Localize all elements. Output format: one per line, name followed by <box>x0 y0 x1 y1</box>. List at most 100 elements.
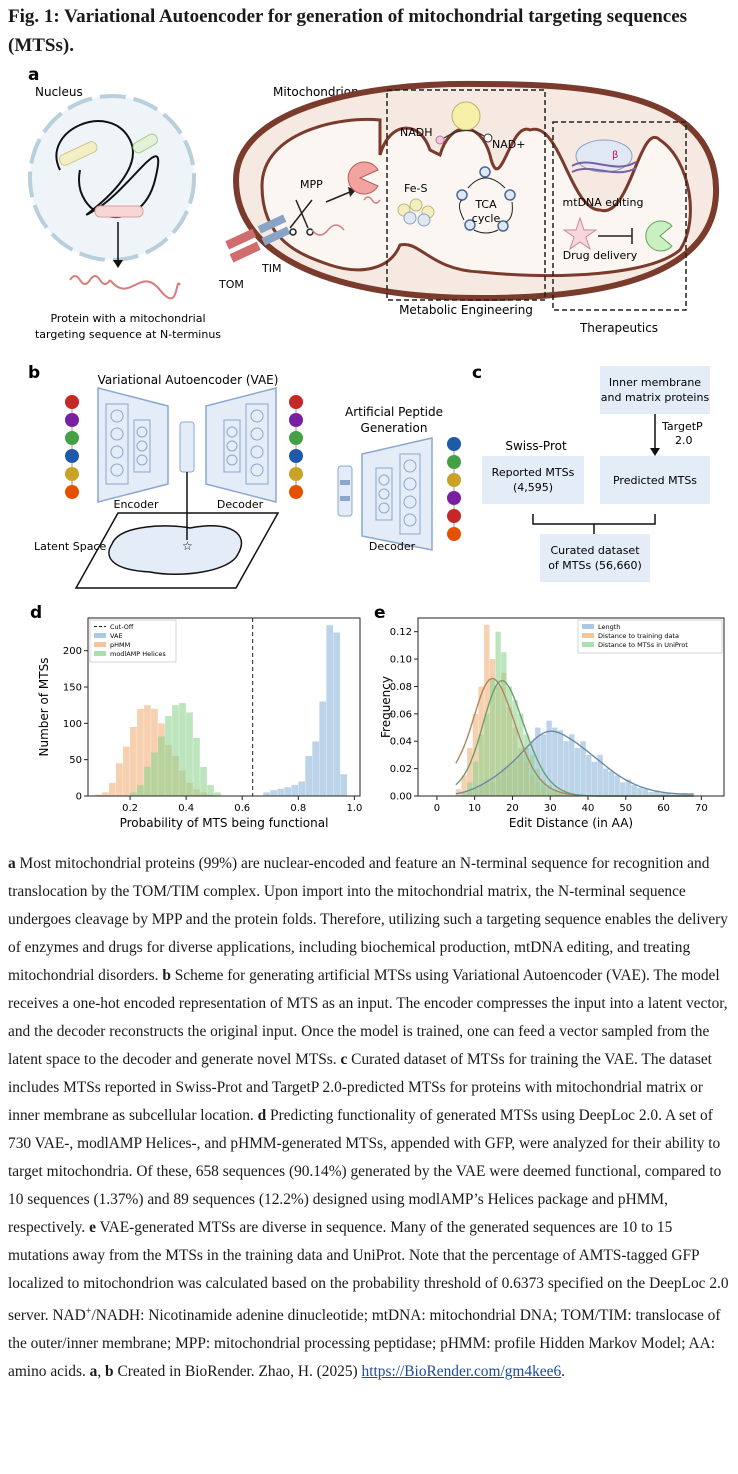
caption-b-label: b <box>162 967 171 984</box>
curated-dataset-box <box>540 534 650 582</box>
legend-label-0: Length <box>598 623 620 631</box>
caption-ab-separator: , <box>97 1363 106 1381</box>
bar-distance-to-mtss-in-uniprot-11 <box>518 713 524 796</box>
bar-length-23 <box>586 754 592 796</box>
legend-label-0: Cut-Off <box>110 623 134 631</box>
caption-c-text: Curated dataset of MTSs for training the… <box>8 1051 712 1124</box>
bar-distance-to-mtss-in-uniprot-10 <box>512 700 518 796</box>
panel-b-vae-diagram: b Variational Autoencoder (VAE) Encoder … <box>28 363 461 589</box>
y-tick-label-3: 0.06 <box>390 709 412 720</box>
bar-distance-to-mtss-in-uniprot-14 <box>535 768 541 796</box>
bar-distance-to-mtss-in-uniprot-7 <box>495 631 501 796</box>
panel-d-label: d <box>30 603 42 623</box>
y-tick-label-6: 0.12 <box>390 627 412 638</box>
legend-label-2: pHMM <box>110 641 130 649</box>
bar-distance-to-mtss-in-uniprot-3 <box>472 761 479 796</box>
bar-distance-to-training-data-1 <box>461 775 467 796</box>
bar-length-28 <box>614 775 620 796</box>
bar-modlamp-helices-6 <box>130 792 137 796</box>
panel-c-label: c <box>472 363 482 383</box>
figure-title: Fig. 1: Variational Autoencoder for gene… <box>8 6 688 56</box>
curated-label-1: Curated dataset <box>550 544 640 557</box>
bar-vae-27 <box>277 788 284 796</box>
therapeutics-box <box>552 121 687 311</box>
panel-e-label: e <box>374 603 386 623</box>
panel-c-dataset-diagram: c Inner membrane and matrix proteins Tar… <box>472 363 710 582</box>
panel-a-illustration: a Nucleus Protein with a mitochondrial t… <box>28 65 720 341</box>
mpp-label: MPP <box>300 178 323 191</box>
pacman-icon <box>347 161 379 195</box>
bar-modlamp-helices-17 <box>207 785 214 796</box>
y-axis-label: Frequency <box>379 676 393 738</box>
bar-length-24 <box>591 761 598 796</box>
y-tick-label-2: 0.04 <box>390 737 412 748</box>
bar-distance-to-mtss-in-uniprot-9 <box>506 686 513 796</box>
bar-modlamp-helices-15 <box>193 737 200 796</box>
tom-tim-icon <box>225 214 291 263</box>
bar-distance-to-mtss-in-uniprot-4 <box>478 734 484 796</box>
reported-mts-label-2: (4,595) <box>513 481 553 494</box>
artificial-label-1: Artificial Peptide <box>345 405 443 419</box>
biorender-link[interactable]: https://BioRender.com/gm4kee6 <box>361 1363 562 1381</box>
bar-length-27 <box>608 771 615 796</box>
bar-length-30 <box>625 779 632 796</box>
bar-distance-to-mtss-in-uniprot-1 <box>461 791 467 796</box>
y-tick-label-5: 0.10 <box>390 655 412 666</box>
generated-sequence-icon <box>447 437 461 541</box>
legend-box <box>577 619 723 654</box>
bar-length-19 <box>563 741 569 796</box>
bar-modlamp-helices-18 <box>214 792 221 796</box>
latent-space-blob <box>108 524 243 575</box>
bar-length-34 <box>648 791 654 796</box>
bar-length-17 <box>552 727 558 796</box>
y-tick-label-3: 150 <box>63 683 82 694</box>
latent-vector-icon <box>179 421 195 473</box>
bar-length-35 <box>654 790 660 796</box>
panel-a-label: a <box>28 65 39 85</box>
y-tick-label-1: 50 <box>69 755 82 766</box>
drug-target-icon <box>645 220 673 252</box>
caption-a-text: Most mitochondrial proteins (99%) are nu… <box>8 855 728 984</box>
decoder-label: Decoder <box>217 498 264 511</box>
legend-swatch-3 <box>94 651 106 656</box>
bar-modlamp-helices-11 <box>165 716 172 796</box>
x-tick-label-1: 0.4 <box>178 803 194 814</box>
protein-caption-2: targeting sequence at N-terminus <box>35 328 221 341</box>
bar-distance-to-mtss-in-uniprot-13 <box>529 754 535 796</box>
svg-text:β: β <box>612 150 618 161</box>
figure-caption: a Most mitochondrial proteins (99%) are … <box>8 850 734 1386</box>
metabolic-engineering-label: Metabolic Engineering <box>399 303 533 317</box>
bar-length-32 <box>637 787 643 796</box>
y-tick-label-0: 0.00 <box>390 792 412 803</box>
bar-distance-to-training-data-20 <box>569 794 575 796</box>
x-tick-label-0: 0.2 <box>122 803 138 814</box>
legend-swatch-2 <box>582 642 594 647</box>
x-tick-label-7: 70 <box>695 803 708 814</box>
bar-length-18 <box>557 730 564 796</box>
y-tick-label-1: 0.02 <box>390 764 412 775</box>
plot-frame <box>417 617 725 797</box>
latent-star-icon: ☆ <box>182 539 193 553</box>
drug-star-icon <box>562 216 598 251</box>
bar-vae-36 <box>340 774 348 796</box>
fes-label: Fe-S <box>404 182 427 195</box>
x-tick-label-3: 0.8 <box>290 803 306 814</box>
caption-ab-b: b <box>105 1363 114 1381</box>
targetp-label-2: 2.0 <box>675 434 693 447</box>
bar-length-26 <box>603 768 609 796</box>
tom-label: TOM <box>218 278 244 291</box>
bar-modlamp-helices-12 <box>172 705 179 796</box>
x-tick-label-6: 60 <box>657 803 670 814</box>
bar-vae-33 <box>319 701 327 796</box>
bar-distance-to-mtss-in-uniprot-19 <box>563 793 569 796</box>
complex-i-icon <box>451 101 481 131</box>
x-tick-label-5: 50 <box>619 803 632 814</box>
predicted-mts-label: Predicted MTSs <box>613 474 697 487</box>
bar-length-15 <box>540 734 547 796</box>
bar-vae-25 <box>263 792 270 796</box>
decoder-icon <box>205 387 277 503</box>
predicted-mts-box <box>600 456 710 504</box>
bar-vae-28 <box>284 787 291 796</box>
bar-modlamp-helices-14 <box>186 712 193 796</box>
bar-distance-to-mtss-in-uniprot-6 <box>489 679 496 796</box>
